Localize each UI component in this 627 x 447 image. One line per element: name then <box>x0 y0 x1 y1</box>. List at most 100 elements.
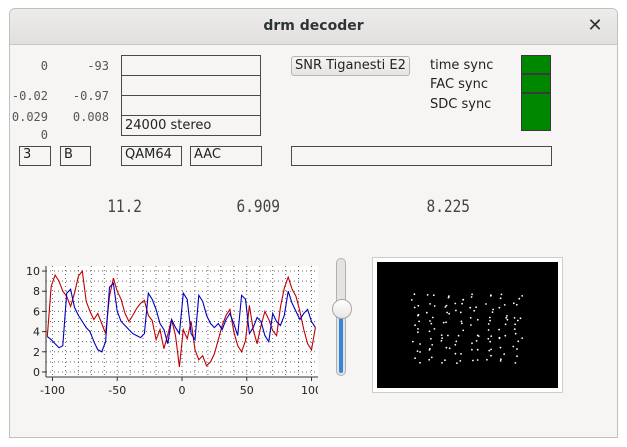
constellation-point <box>506 315 508 317</box>
constellation-point <box>514 362 517 364</box>
constellation-point <box>503 353 506 355</box>
x-tick-label: 100 <box>301 384 318 397</box>
constellation-point <box>517 340 520 343</box>
constellation-point <box>417 331 419 334</box>
constellation-point <box>433 328 436 330</box>
y-tick-label: 0 <box>33 366 40 379</box>
series-line-2 <box>46 282 316 353</box>
robustness-field: 3 <box>19 146 51 166</box>
spectrum-field: B <box>60 146 91 166</box>
constellation-point <box>459 360 462 362</box>
constellation-point <box>417 314 419 317</box>
constellation-point <box>460 320 463 323</box>
constellation-point <box>448 312 451 315</box>
constellation-point <box>461 322 463 325</box>
scope-background <box>377 262 558 388</box>
constellation-point <box>430 356 433 359</box>
constellation-point <box>476 359 479 361</box>
constellation-point <box>505 316 508 319</box>
constellation-point <box>486 358 488 361</box>
constellation-point <box>462 329 465 332</box>
x-tick-label: 0 <box>179 384 186 397</box>
fac-sync-label: FAC sync <box>430 77 489 92</box>
big-readout-1: 11.2 <box>107 197 142 217</box>
constellation-point <box>470 296 473 298</box>
constellation-point <box>503 304 506 306</box>
constellation-point <box>447 334 449 337</box>
constellation-point <box>426 294 429 296</box>
constellation-point <box>428 358 431 361</box>
constellation-point <box>444 306 447 308</box>
constellation-point <box>457 334 460 337</box>
constellation-point <box>429 320 431 322</box>
constellation-point <box>490 354 492 357</box>
constellation-point <box>489 319 491 322</box>
constellation-point <box>488 349 491 352</box>
constellation-point <box>445 346 448 349</box>
constellation-point <box>440 334 443 336</box>
constellation-point <box>444 359 446 362</box>
constellation-point <box>473 309 476 312</box>
message-field <box>291 146 552 166</box>
constellation-point <box>454 302 457 305</box>
constellation-point <box>433 305 436 307</box>
constellation-point <box>431 316 434 319</box>
constellation-point <box>454 343 457 346</box>
constellation-point <box>428 349 431 351</box>
constellation-point <box>487 323 490 325</box>
time-sync-label: time sync <box>430 58 494 73</box>
readout-left-3: 0.029 <box>11 110 48 124</box>
constellation-point <box>412 340 414 343</box>
constellation-point <box>461 302 463 305</box>
constellation-point <box>475 340 478 342</box>
constellation-point <box>499 346 502 349</box>
gain-slider-handle[interactable] <box>332 298 352 319</box>
info-box-2 <box>121 75 261 96</box>
constellation-point <box>487 337 490 340</box>
constellation-point <box>499 297 502 300</box>
constellation-frame <box>372 257 563 393</box>
constellation-point <box>472 359 474 362</box>
readout-right-1: -93 <box>87 59 109 73</box>
constellation-point <box>513 317 516 319</box>
info-box-3 <box>121 95 261 116</box>
constellation-point <box>475 306 477 309</box>
y-tick-label: 8 <box>33 285 40 298</box>
constellation-point <box>514 323 516 326</box>
constellation-point <box>430 337 432 340</box>
gain-slider-fill <box>339 309 343 373</box>
readout-right-2: -0.97 <box>72 89 109 103</box>
constellation-point <box>489 316 491 319</box>
constellation-point <box>460 353 462 355</box>
constellation-point <box>499 360 502 362</box>
constellation-point <box>471 342 473 345</box>
constellation-point <box>498 306 501 309</box>
station-button[interactable]: SNR Tiganesti E2 <box>291 56 410 76</box>
constellation-point <box>498 328 500 331</box>
constellation-point <box>471 293 473 296</box>
readout-left-4: 0 <box>40 128 48 142</box>
constellation-point <box>487 329 490 331</box>
constellation-point <box>428 330 431 333</box>
modulation-field: QAM64 <box>121 146 182 166</box>
constellation-point <box>512 345 515 348</box>
readout-left-2: -0.02 <box>11 89 48 103</box>
y-tick-label: 6 <box>33 305 40 318</box>
constellation-point <box>447 296 450 299</box>
constellation-point <box>512 302 515 305</box>
close-icon[interactable]: ✕ <box>587 15 603 36</box>
constellation-point <box>413 306 416 309</box>
info-box-1 <box>121 55 261 76</box>
constellation-point <box>419 351 421 353</box>
constellation-point <box>418 320 420 323</box>
constellation-scope <box>377 262 558 388</box>
constellation-point <box>477 335 480 337</box>
constellation-point <box>441 337 443 339</box>
constellation-point <box>429 303 431 305</box>
constellation-point <box>500 293 503 296</box>
window-title: drm decoder <box>263 18 364 34</box>
constellation-point <box>414 324 416 327</box>
constellation-point <box>441 362 443 364</box>
x-tick-label: -100 <box>40 384 65 397</box>
constellation-point <box>440 339 443 342</box>
